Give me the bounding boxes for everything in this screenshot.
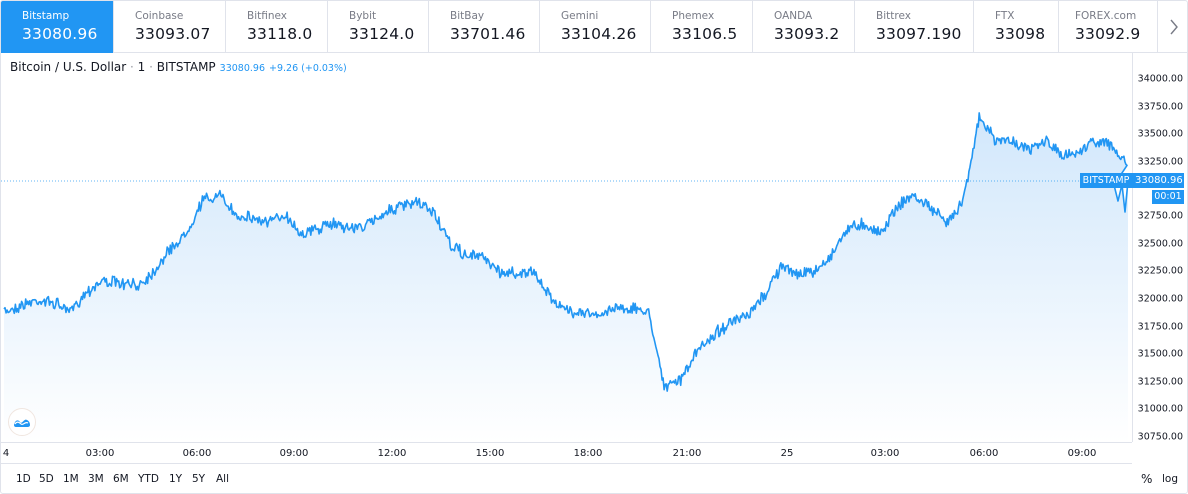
ticker-name: OANDA	[774, 10, 813, 22]
ticker-bitbay[interactable]: BitBay 33701.46	[429, 1, 540, 53]
price-area-fill	[4, 112, 1128, 442]
x-tick: 09:00	[1067, 448, 1097, 459]
range-1y[interactable]: 1Y	[169, 473, 183, 485]
ticker-bittrex[interactable]: Bittrex 33097.190	[855, 1, 974, 53]
range-3m[interactable]: 3M	[88, 473, 104, 485]
ticker-name: Bitstamp	[22, 10, 70, 22]
ticker-bitstamp[interactable]: Bitstamp 33080.96	[1, 1, 114, 53]
range-all[interactable]: All	[216, 473, 230, 485]
x-tick: 25	[780, 448, 794, 459]
ticker-value: 33104.26	[561, 25, 637, 43]
tradingview-logo-button[interactable]	[8, 408, 36, 436]
y-tick: 32000.00	[1137, 293, 1183, 305]
y-tick: 33750.00	[1137, 101, 1183, 113]
ticker-name: Bybit	[349, 10, 377, 22]
ticker-value: 33098	[995, 25, 1046, 43]
x-tick: 06:00	[969, 448, 999, 459]
y-tick: 31000.00	[1137, 403, 1183, 415]
bar-countdown-tag: 00:01	[1152, 190, 1184, 204]
ticker-name: Gemini	[561, 10, 599, 22]
range-6m[interactable]: 6M	[113, 473, 129, 485]
y-tick: 32750.00	[1137, 210, 1183, 222]
ticker-value: 33124.0	[349, 25, 415, 43]
symbol-name: Bitcoin / U.S. Dollar	[10, 60, 127, 74]
x-tick: 18:00	[573, 448, 603, 459]
ticker-name: Bitfinex	[247, 10, 287, 22]
ticker-name: FTX	[995, 10, 1015, 22]
price-axis[interactable]: 34000.00 33750.00 33500.00 33250.00 3275…	[1132, 53, 1187, 443]
ticker-name: Bittrex	[876, 10, 911, 22]
chart-legend: Bitcoin / U.S. Dollar · 1 · BITSTAMP 3308…	[10, 60, 347, 74]
exchange-ticker-strip: Bitstamp 33080.96 Coinbase 33093.07 Bitf…	[1, 1, 1187, 53]
log-scale-toggle[interactable]: log	[1162, 473, 1179, 485]
x-tick: 4	[2, 448, 10, 459]
ticker-name: Coinbase	[135, 10, 184, 22]
ticker-gemini[interactable]: Gemini 33104.26	[540, 1, 651, 53]
percent-scale-toggle[interactable]: %	[1141, 472, 1153, 486]
x-tick: 15:00	[475, 448, 505, 459]
y-tick: 32500.00	[1137, 238, 1183, 250]
range-toolbar: 1D 5D 1M 3M 6M YTD 1Y 5Y All % log	[1, 464, 1187, 493]
x-tick: 12:00	[377, 448, 407, 459]
y-tick: 32250.00	[1137, 265, 1183, 277]
range-5y[interactable]: 5Y	[192, 473, 206, 485]
ticker-value: 33701.46	[450, 25, 526, 43]
ticker-coinbase[interactable]: Coinbase 33093.07	[114, 1, 226, 53]
y-tick: 31750.00	[1137, 321, 1183, 333]
next-tickers-button[interactable]	[1158, 1, 1187, 52]
ticker-name: BitBay	[450, 10, 485, 22]
ticker-value: 33097.190	[876, 25, 962, 43]
last-price: 33080.96	[219, 63, 266, 74]
ticker-bybit[interactable]: Bybit 33124.0	[328, 1, 429, 53]
y-tick: 30750.00	[1137, 431, 1183, 443]
ticker-value: 33118.0	[247, 25, 313, 43]
price-change: +9.26 (+0.03%)	[269, 63, 347, 74]
ticker-phemex[interactable]: Phemex 33106.5	[651, 1, 753, 53]
y-tick: 34000.00	[1137, 73, 1183, 85]
range-1m[interactable]: 1M	[63, 473, 79, 485]
price-line	[3, 112, 1129, 392]
x-tick: 03:00	[870, 448, 900, 459]
ticker-value: 33106.5	[672, 25, 738, 43]
x-tick: 09:00	[279, 448, 309, 459]
ticker-name: FOREX.com	[1075, 10, 1137, 22]
ticker-value: 33093.2	[774, 25, 840, 43]
series-name-tag: BITSTAMP	[1080, 173, 1132, 188]
x-tick: 06:00	[182, 448, 212, 459]
range-1d[interactable]: 1D	[16, 473, 31, 485]
ticker-name: Phemex	[672, 10, 715, 22]
y-tick: 33500.00	[1137, 128, 1183, 140]
cloud-wave-logo-icon	[14, 419, 30, 427]
ticker-forex-com[interactable]: FOREX.com 33092.9	[1059, 1, 1158, 53]
y-tick: 31250.00	[1137, 376, 1183, 388]
time-axis[interactable]: 4 03:00 06:00 09:00 12:00 15:00 18:00 21…	[1, 442, 1132, 464]
interval: 1	[137, 60, 146, 74]
chevron-right-icon	[1169, 19, 1178, 34]
exchange-name: BITSTAMP	[156, 60, 216, 74]
ticker-ftx[interactable]: FTX 33098	[974, 1, 1059, 53]
ticker-oanda[interactable]: OANDA 33093.2	[753, 1, 855, 53]
ticker-bitfinex[interactable]: Bitfinex 33118.0	[226, 1, 328, 53]
range-ytd[interactable]: YTD	[138, 473, 159, 485]
ticker-value: 33093.07	[135, 25, 211, 43]
ticker-value: 33092.9	[1075, 25, 1141, 43]
ticker-value: 33080.96	[22, 25, 98, 43]
y-tick: 31500.00	[1137, 348, 1183, 360]
price-chart[interactable]	[1, 53, 1132, 442]
x-tick: 21:00	[672, 448, 702, 459]
last-price-tag: 33080.96	[1132, 173, 1184, 188]
y-tick: 33250.00	[1137, 156, 1183, 168]
range-5d[interactable]: 5D	[39, 473, 54, 485]
x-tick: 03:00	[85, 448, 115, 459]
